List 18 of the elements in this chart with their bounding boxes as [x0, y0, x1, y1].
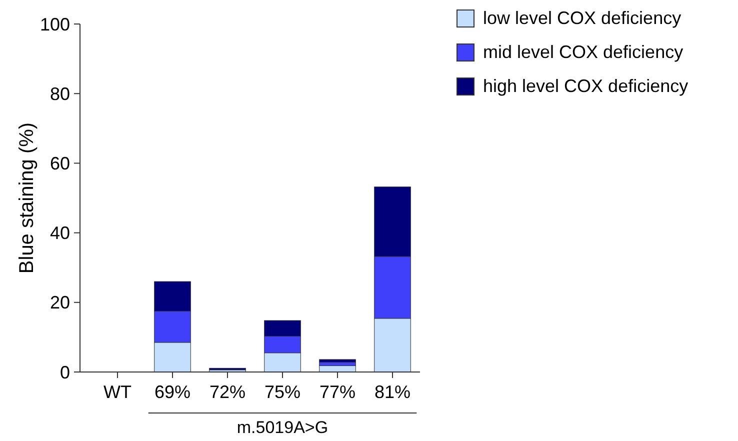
y-tick-label: 20 — [50, 292, 70, 313]
y-tick-label: 80 — [50, 84, 70, 104]
bar — [319, 359, 356, 363]
y-tick-label: 60 — [50, 154, 70, 174]
y-tick-label: 0 — [60, 362, 70, 382]
x-tick-label: WT — [104, 382, 132, 402]
x-tick-label: 77% — [319, 382, 356, 402]
x-tick-label: 81% — [374, 382, 411, 402]
y-axis-title: Blue staining (%) — [16, 122, 38, 274]
x-tick-label: 75% — [264, 382, 301, 402]
x-tick-label: 72% — [209, 382, 246, 402]
y-tick-label: 100 — [40, 14, 70, 34]
text: m.5019A>G — [236, 418, 328, 437]
legend-label: high level COX deficiency — [483, 76, 688, 96]
legend-label: mid level COX deficiency — [483, 42, 684, 62]
x-tick-label: 69% — [154, 382, 191, 402]
legend-label: low level COX deficiency — [483, 8, 682, 28]
y-tick-label: 40 — [50, 223, 70, 244]
